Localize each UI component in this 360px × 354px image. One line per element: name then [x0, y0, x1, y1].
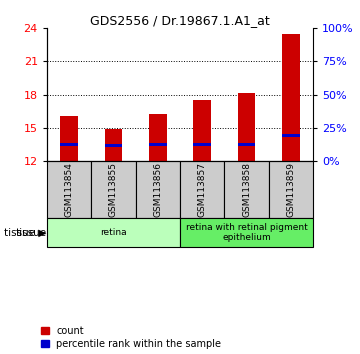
Bar: [60, 115, 78, 161]
Text: GSM113857: GSM113857: [198, 162, 207, 217]
Text: tissue ▶: tissue ▶: [4, 228, 46, 238]
Text: GSM113858: GSM113858: [242, 162, 251, 217]
Bar: [282, 34, 300, 161]
Text: GSM113855: GSM113855: [109, 162, 118, 217]
Bar: [149, 114, 167, 161]
Bar: [224, 161, 269, 217]
Text: GSM113856: GSM113856: [153, 162, 162, 217]
Bar: [180, 218, 313, 247]
Bar: [238, 143, 256, 146]
Text: GSM113854: GSM113854: [64, 162, 73, 217]
Title: GDS2556 / Dr.19867.1.A1_at: GDS2556 / Dr.19867.1.A1_at: [90, 14, 270, 27]
Text: retina: retina: [100, 228, 127, 237]
Bar: [149, 143, 167, 146]
Bar: [47, 218, 180, 247]
Text: GSM113859: GSM113859: [287, 162, 296, 217]
Text: tissue: tissue: [16, 228, 47, 238]
Bar: [269, 161, 313, 217]
Bar: [104, 144, 122, 147]
Legend: count, percentile rank within the sample: count, percentile rank within the sample: [41, 326, 221, 349]
Bar: [238, 93, 256, 161]
Bar: [180, 161, 224, 217]
Bar: [60, 143, 78, 146]
Bar: [136, 161, 180, 217]
Bar: [104, 129, 122, 161]
Bar: [193, 100, 211, 161]
Bar: [282, 134, 300, 137]
Bar: [193, 143, 211, 146]
Text: retina with retinal pigment
epithelium: retina with retinal pigment epithelium: [186, 223, 307, 242]
Bar: [47, 161, 91, 217]
Bar: [91, 161, 136, 217]
